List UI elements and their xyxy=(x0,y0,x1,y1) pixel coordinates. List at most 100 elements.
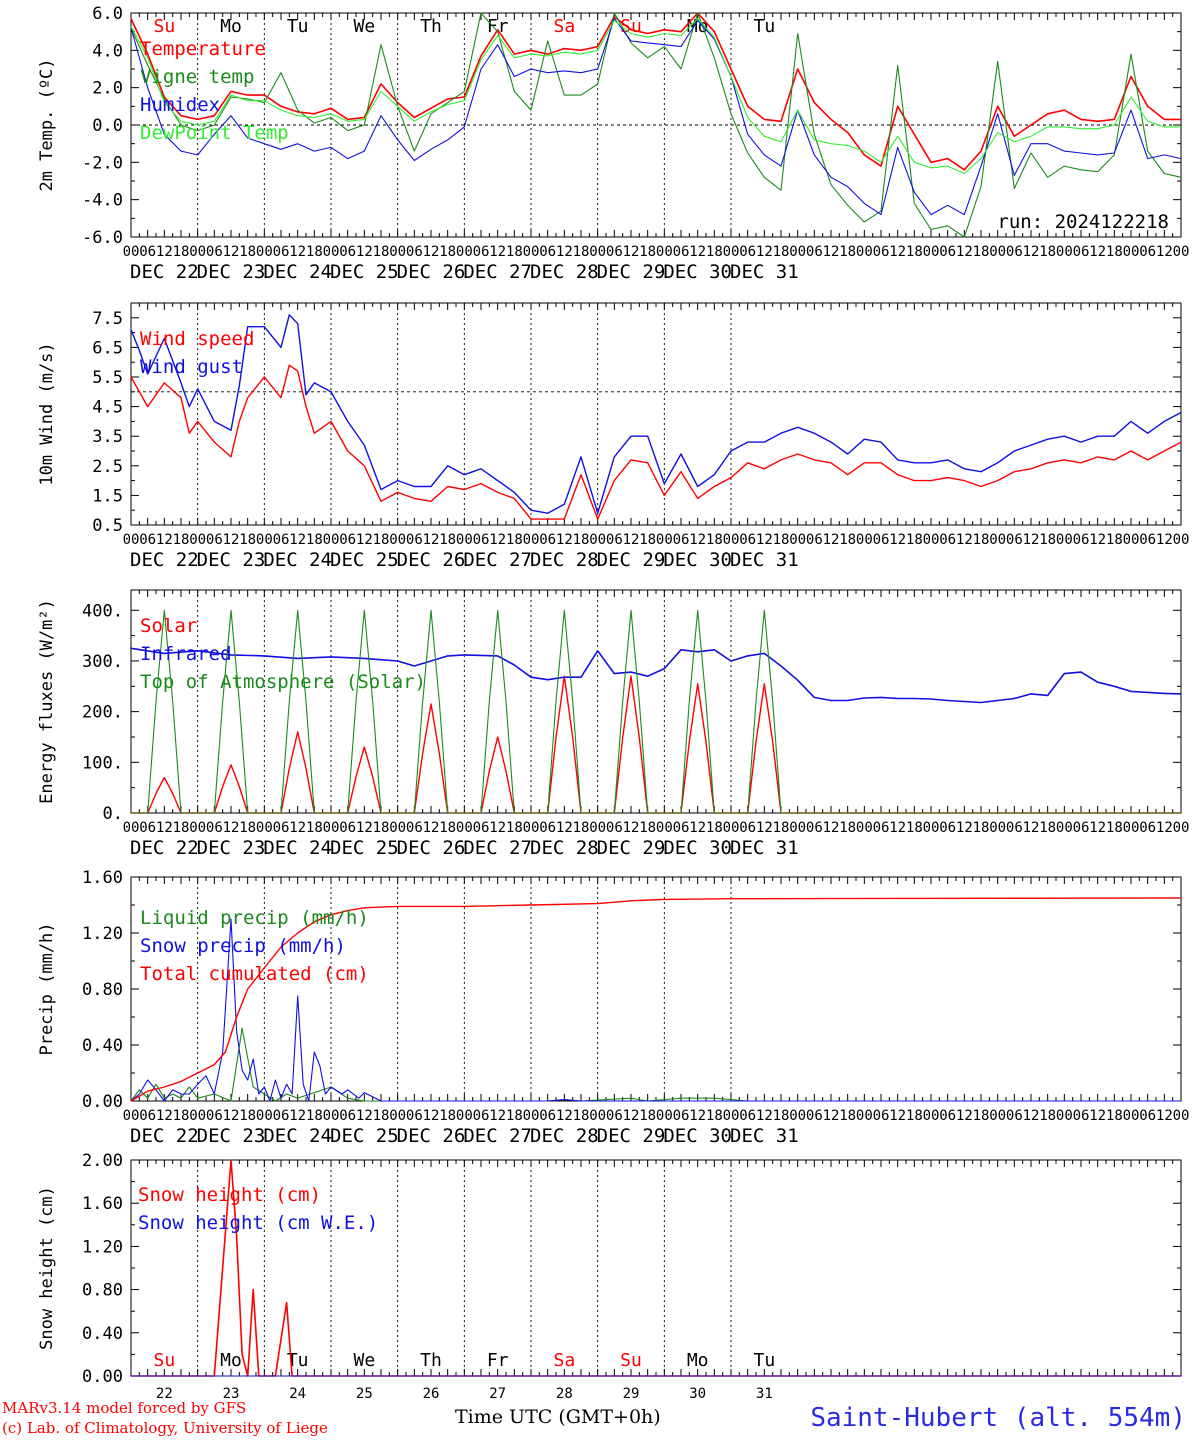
hour-tick-label: 12 xyxy=(223,1108,240,1124)
hour-tick-label: 00 xyxy=(389,1108,406,1124)
hour-tick-label: 12 xyxy=(156,820,173,836)
hour-tick-label: 18 xyxy=(173,820,190,836)
hour-tick-label: 06 xyxy=(873,820,890,836)
panel-1: 6.04.02.00.0-2.0-4.0-6.02m Temp. (ºC)00 0… xyxy=(37,4,1189,283)
hour-tick-label: 12 xyxy=(889,820,906,836)
date-label: DEC 29 xyxy=(597,549,666,571)
hour-tick-label: 00 xyxy=(256,820,273,836)
hour-tick-label: 18 xyxy=(573,820,590,836)
hour-tick-label: 06 xyxy=(806,1108,823,1124)
y-tick-label: 200. xyxy=(82,703,123,723)
hour-tick-label: 00 xyxy=(523,532,540,548)
hour-tick-label: 06 xyxy=(873,244,890,260)
hour-tick-label: 18 xyxy=(573,532,590,548)
hour-tick-label: 18 xyxy=(906,244,923,260)
hour-tick-label: 18 xyxy=(1039,244,1056,260)
hour-tick-label: 00 xyxy=(1056,244,1073,260)
hour-tick-label: 06 xyxy=(339,820,356,836)
panel-2: 7.5 6.5 5.5 4.5 3.5 2.5 1.5 0.5 10m Wind (m/s) 00… xyxy=(37,302,1189,571)
hour-tick-label: 00 xyxy=(723,1108,740,1124)
hour-tick-label: 12 xyxy=(1156,244,1173,260)
date-label: DEC 22 xyxy=(130,1125,199,1147)
date-label: DEC 22 xyxy=(130,261,199,283)
hour-tick-label: 06 xyxy=(1006,244,1023,260)
date-label: DEC 28 xyxy=(530,837,599,859)
hour-tick-label: 06 xyxy=(406,1108,423,1124)
hour-tick-label: 00 xyxy=(189,532,206,548)
hour-tick-label: 18 xyxy=(1106,820,1123,836)
date-label: 27 xyxy=(489,1386,506,1402)
hour-tick-label: 18 xyxy=(1106,1108,1123,1124)
weekday-label: Tu xyxy=(287,16,309,37)
hour-tick-label: 12 xyxy=(1023,820,1040,836)
hour-tick-label: 18 xyxy=(306,532,323,548)
hour-tick-label: 06 xyxy=(139,1108,156,1124)
hour-tick-label: 12 xyxy=(756,244,773,260)
hour-tick-label: 12 xyxy=(689,244,706,260)
hour-tick-label: 06 xyxy=(673,244,690,260)
date-label: 31 xyxy=(756,1386,773,1402)
hour-tick-label: 12 xyxy=(489,532,506,548)
hour-tick-label: 00 xyxy=(1173,1108,1190,1124)
hour-tick-label: 06 xyxy=(1073,1108,1090,1124)
date-label: DEC 23 xyxy=(197,261,266,283)
date-label: DEC 24 xyxy=(263,549,332,571)
hour-tick-label: 00 xyxy=(123,1108,140,1124)
y-tick-label: 5.5 xyxy=(92,368,123,388)
hour-tick-label: 18 xyxy=(906,1108,923,1124)
date-label: DEC 31 xyxy=(730,549,799,571)
hour-tick-label: 18 xyxy=(506,532,523,548)
hour-tick-label: 18 xyxy=(773,244,790,260)
hour-tick-label: 12 xyxy=(689,820,706,836)
legend-entry: Wind gust xyxy=(140,356,243,378)
date-label: DEC 29 xyxy=(597,1125,666,1147)
hour-tick-label: 06 xyxy=(206,532,223,548)
hour-tick-label: 00 xyxy=(989,532,1006,548)
y-tick-label: 100. xyxy=(82,753,123,773)
hour-tick-label: 12 xyxy=(356,244,373,260)
hour-tick-label: 06 xyxy=(806,532,823,548)
hour-tick-label: 12 xyxy=(223,244,240,260)
hour-tick-label: 06 xyxy=(1006,1108,1023,1124)
date-label: DEC 30 xyxy=(663,1125,732,1147)
y-tick-label: 0.00 xyxy=(82,1367,123,1387)
hour-tick-label: 00 xyxy=(1123,532,1140,548)
weekday-label: We xyxy=(353,16,375,37)
y-tick-label: 0.5 xyxy=(92,516,123,536)
hour-tick-label: 06 xyxy=(473,820,490,836)
hour-tick-label: 12 xyxy=(1156,532,1173,548)
hour-tick-label: 00 xyxy=(723,244,740,260)
credit-line-1: MARv3.14 model forced by GFS xyxy=(2,1399,247,1417)
y-tick-label: 4.0 xyxy=(92,41,123,61)
hour-tick-label: 06 xyxy=(739,1108,756,1124)
hour-tick-label: 12 xyxy=(556,532,573,548)
legend-entry: Infrared xyxy=(140,643,232,665)
hour-tick-label: 12 xyxy=(156,244,173,260)
run-annotation: run: 2024122218 xyxy=(997,211,1169,233)
y-tick-label: 2.00 xyxy=(82,1151,123,1171)
hour-tick-label: 18 xyxy=(773,532,790,548)
date-label: DEC 24 xyxy=(263,1125,332,1147)
hour-tick-label: 06 xyxy=(206,244,223,260)
series-line-lightgreen xyxy=(130,18,1181,175)
hour-tick-label: 00 xyxy=(123,820,140,836)
series-line-green xyxy=(130,1027,1181,1102)
hour-tick-label: 18 xyxy=(239,244,256,260)
date-label: DEC 28 xyxy=(530,1125,599,1147)
date-label: 23 xyxy=(223,1386,240,1402)
hour-tick-label: 00 xyxy=(256,1108,273,1124)
hour-tick-label: 18 xyxy=(173,244,190,260)
hour-tick-label: 00 xyxy=(456,244,473,260)
hour-tick-label: 00 xyxy=(1123,1108,1140,1124)
hour-tick-label: 06 xyxy=(673,1108,690,1124)
hour-tick-label: 00 xyxy=(323,532,340,548)
hour-tick-label: 06 xyxy=(873,532,890,548)
hour-tick-label: 00 xyxy=(856,532,873,548)
y-axis-label: Snow height (cm) xyxy=(37,1186,57,1350)
hour-tick-label: 18 xyxy=(639,532,656,548)
legend-entry: Humidex xyxy=(140,94,220,116)
hour-tick-label: 12 xyxy=(1089,244,1106,260)
y-tick-label: 300. xyxy=(82,652,123,672)
hour-tick-label: 06 xyxy=(139,820,156,836)
date-label: DEC 28 xyxy=(530,549,599,571)
